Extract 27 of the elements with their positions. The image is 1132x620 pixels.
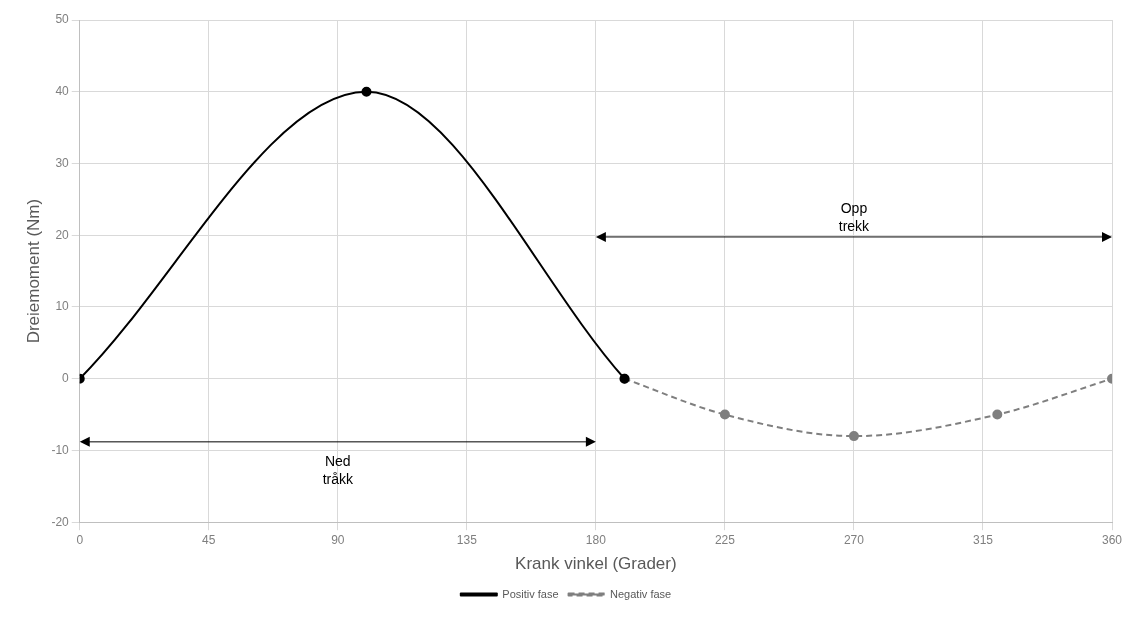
annotation: Opp trekk: [838, 199, 871, 234]
x-tick-label: 45: [202, 532, 216, 547]
y-tick-label: 50: [55, 12, 70, 27]
x-tick-label: 0: [76, 532, 84, 547]
legend-label: Negativ fase: [610, 587, 672, 600]
y-tick-label: 20: [55, 227, 70, 242]
point: [992, 409, 1003, 420]
x-tick-label: 360: [1101, 532, 1123, 547]
x-axis-title: Krank vinkel (Grader): [515, 554, 677, 574]
y-tick-label: -10: [51, 442, 70, 457]
x-tick-label: 315: [972, 532, 994, 547]
annotation: Ned tråkk: [322, 452, 354, 487]
y-tick-label: 0: [62, 371, 70, 386]
legend-label: Positiv fase: [502, 587, 559, 600]
y-tick-label: -20: [51, 514, 70, 529]
point: [848, 431, 859, 442]
x-tick-label: 225: [714, 532, 736, 547]
y-tick-label: 40: [55, 84, 70, 99]
y-tick-label: 30: [55, 155, 70, 170]
y-tick-label: 10: [55, 299, 70, 314]
x-tick-label: 180: [585, 532, 607, 547]
point: [719, 409, 730, 420]
y-axis-title: Dreiemoment (Nm): [23, 198, 43, 344]
x-tick-label: 270: [843, 532, 865, 547]
point: [361, 86, 372, 97]
x-tick-label: 135: [456, 532, 478, 547]
x-tick-label: 90: [331, 532, 345, 547]
